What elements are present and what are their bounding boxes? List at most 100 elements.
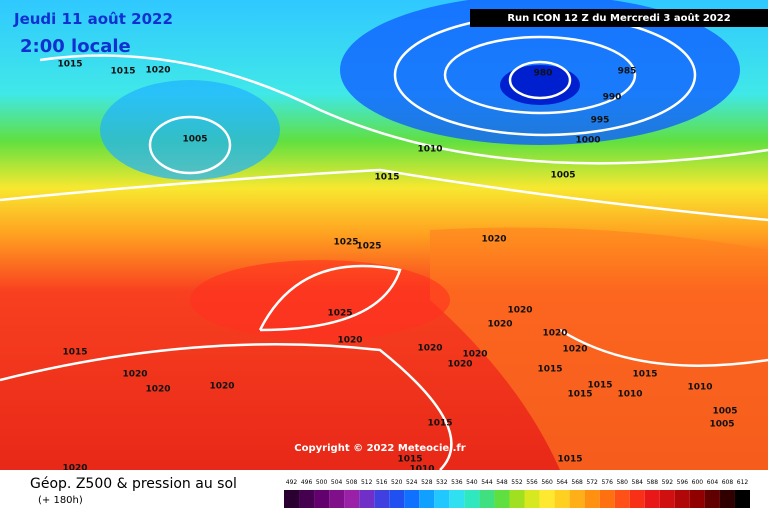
color-swatch bbox=[689, 490, 705, 508]
isobar-label: 1015 bbox=[397, 455, 422, 465]
isobar-label: 1015 bbox=[374, 173, 399, 183]
colorbar-tick-label: 572 bbox=[586, 479, 598, 486]
color-swatch bbox=[389, 490, 405, 508]
colorbar-tick-label: 556 bbox=[526, 479, 538, 486]
footer-title: Géop. Z500 & pression au sol bbox=[30, 476, 237, 492]
colorbar-tick-label: 596 bbox=[677, 479, 689, 486]
color-swatch bbox=[299, 490, 315, 508]
isobar-label: 1015 bbox=[427, 419, 452, 429]
colorbar-tick-label: 540 bbox=[466, 479, 478, 486]
colorbar-tick-label: 576 bbox=[601, 479, 613, 486]
isobar-label: 1020 bbox=[62, 464, 87, 474]
color-swatch bbox=[494, 490, 510, 508]
colorbar-tick-label: 544 bbox=[481, 479, 493, 486]
color-swatch bbox=[614, 490, 630, 508]
warm-area bbox=[190, 260, 450, 340]
color-swatch bbox=[524, 490, 540, 508]
colorbar-tick-label: 500 bbox=[316, 479, 328, 486]
color-swatch bbox=[284, 490, 300, 508]
colorbar-tick-label: 528 bbox=[421, 479, 433, 486]
colorbar-tick-label: 492 bbox=[286, 479, 298, 486]
colorbar-tick-label: 600 bbox=[692, 479, 704, 486]
color-swatch bbox=[644, 490, 660, 508]
copyright: Copyright © 2022 Meteociel.fr bbox=[294, 443, 465, 454]
color-swatch bbox=[344, 490, 360, 508]
isobar-label: 1020 bbox=[417, 344, 442, 354]
colorbar-tick-label: 504 bbox=[331, 479, 343, 486]
color-swatch bbox=[419, 490, 435, 508]
color-swatch bbox=[569, 490, 585, 508]
color-swatch bbox=[704, 490, 720, 508]
colorbar-tick-label: 536 bbox=[451, 479, 463, 486]
colorbar-tick-label: 548 bbox=[496, 479, 508, 486]
isobar-label: 1010 bbox=[409, 465, 434, 475]
footer-lead: (+ 180h) bbox=[38, 495, 83, 506]
color-swatch bbox=[554, 490, 570, 508]
color-swatch bbox=[509, 490, 525, 508]
isobar-labels: 980 9859909951000100510051010101510151015… bbox=[57, 60, 737, 475]
color-swatch bbox=[374, 490, 390, 508]
isobar-label: 1005 bbox=[709, 420, 734, 430]
isobar-label: 1020 bbox=[487, 320, 512, 330]
colorbar-tick-label: 580 bbox=[616, 479, 628, 486]
colorbar-tick-label: 584 bbox=[632, 479, 644, 486]
run-banner bbox=[470, 9, 768, 27]
isobar-label: 1015 bbox=[57, 60, 82, 70]
isobar-label: 1015 bbox=[587, 381, 612, 391]
colorbar-tick-label: 560 bbox=[541, 479, 553, 486]
color-swatch bbox=[629, 490, 645, 508]
color-swatch bbox=[659, 490, 675, 508]
colorbar-tick-label: 608 bbox=[722, 479, 734, 486]
color-swatch bbox=[674, 490, 690, 508]
colorbar-tick-label: 516 bbox=[376, 479, 388, 486]
isobar-label: 1020 bbox=[122, 370, 147, 380]
color-swatch bbox=[734, 490, 750, 508]
isobar-label: 1020 bbox=[542, 329, 567, 339]
isobar-label: 1010 bbox=[417, 145, 442, 155]
colorbar-tick-label: 564 bbox=[556, 479, 568, 486]
colorbar: 492 496 500 504 508 512 516 520 524 528 532 536 540 5… bbox=[284, 479, 750, 508]
isobar-label: 1010 bbox=[617, 390, 642, 400]
isobar-label: 1005 bbox=[182, 135, 207, 145]
isobar-label: 1025 bbox=[327, 309, 352, 319]
isobar-label: 1025 bbox=[356, 242, 381, 252]
isobar-label: 1015 bbox=[537, 365, 562, 375]
color-swatch bbox=[314, 490, 330, 508]
color-swatch bbox=[464, 490, 480, 508]
color-swatch bbox=[434, 490, 450, 508]
colorbar-tick-label: 604 bbox=[707, 479, 719, 486]
isobar-label: 990 bbox=[603, 93, 622, 103]
colorbar-tick-label: 592 bbox=[662, 479, 674, 486]
colorbar-tick-label: 508 bbox=[346, 479, 358, 486]
low-area bbox=[100, 80, 280, 180]
run-label: Run ICON 12 Z du Mercredi 3 août 2022 bbox=[507, 12, 730, 24]
isobar-label: 1015 bbox=[567, 390, 592, 400]
isobar-label: 1020 bbox=[337, 336, 362, 346]
isobar-label: 1015 bbox=[632, 370, 657, 380]
color-swatch bbox=[539, 490, 555, 508]
colorbar-tick-label: 524 bbox=[406, 479, 418, 486]
isobar-label: 1020 bbox=[481, 235, 506, 245]
color-swatch bbox=[599, 490, 615, 508]
colorbar-tick-label: 568 bbox=[571, 479, 583, 486]
colorbar-tick-label: 512 bbox=[361, 479, 373, 486]
color-swatch bbox=[449, 490, 465, 508]
isobar-label: 995 bbox=[591, 116, 610, 126]
isobar-label: 1010 bbox=[687, 383, 712, 393]
isobar-label: 1005 bbox=[550, 171, 575, 181]
isobar-label: 1020 bbox=[145, 385, 170, 395]
isobar-label: 1020 bbox=[507, 306, 532, 316]
color-swatch bbox=[404, 490, 420, 508]
isobar-label: 1025 bbox=[333, 238, 358, 248]
isobar-label: 1020 bbox=[209, 382, 234, 392]
isobar-label: 1015 bbox=[557, 455, 582, 465]
color-swatch bbox=[584, 490, 600, 508]
isobar-label: 1005 bbox=[712, 407, 737, 417]
color-swatch bbox=[329, 490, 345, 508]
isobar-label: 980 bbox=[534, 69, 553, 79]
isobar-label: 1020 bbox=[145, 66, 170, 76]
isobar-label: 1020 bbox=[447, 360, 472, 370]
date-label: Jeudi 11 août 2022 bbox=[13, 10, 173, 28]
time-label: 2:00 locale bbox=[20, 36, 131, 57]
